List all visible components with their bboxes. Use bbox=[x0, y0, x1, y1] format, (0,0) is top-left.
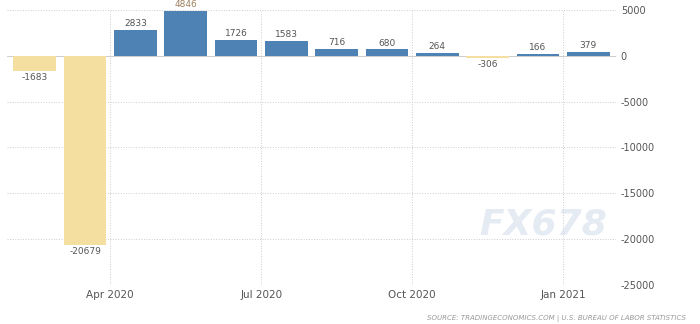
Text: 680: 680 bbox=[379, 39, 396, 48]
Bar bbox=[164, 11, 207, 56]
Bar bbox=[64, 56, 106, 246]
Bar bbox=[365, 49, 408, 56]
Text: 2833: 2833 bbox=[124, 19, 147, 28]
Text: FX678: FX678 bbox=[479, 208, 607, 241]
Text: 4846: 4846 bbox=[174, 0, 197, 9]
Text: -1683: -1683 bbox=[22, 73, 48, 82]
Bar bbox=[315, 49, 358, 56]
Bar bbox=[517, 54, 559, 56]
Bar bbox=[466, 56, 509, 58]
Text: 264: 264 bbox=[429, 42, 446, 52]
Bar bbox=[416, 53, 458, 56]
Bar bbox=[114, 29, 157, 56]
Text: -20679: -20679 bbox=[69, 247, 101, 256]
Text: -306: -306 bbox=[477, 60, 498, 69]
Bar bbox=[265, 41, 308, 56]
Text: SOURCE: TRADINGECONOMICS.COM | U.S. BUREAU OF LABOR STATISTICS: SOURCE: TRADINGECONOMICS.COM | U.S. BURE… bbox=[427, 315, 686, 322]
Bar bbox=[13, 56, 56, 71]
Text: 1583: 1583 bbox=[275, 30, 298, 39]
Text: 1726: 1726 bbox=[225, 29, 247, 38]
Text: 379: 379 bbox=[580, 41, 597, 50]
Bar bbox=[567, 52, 610, 56]
Bar bbox=[215, 40, 258, 56]
Text: 166: 166 bbox=[529, 43, 547, 52]
Text: 716: 716 bbox=[328, 38, 345, 47]
